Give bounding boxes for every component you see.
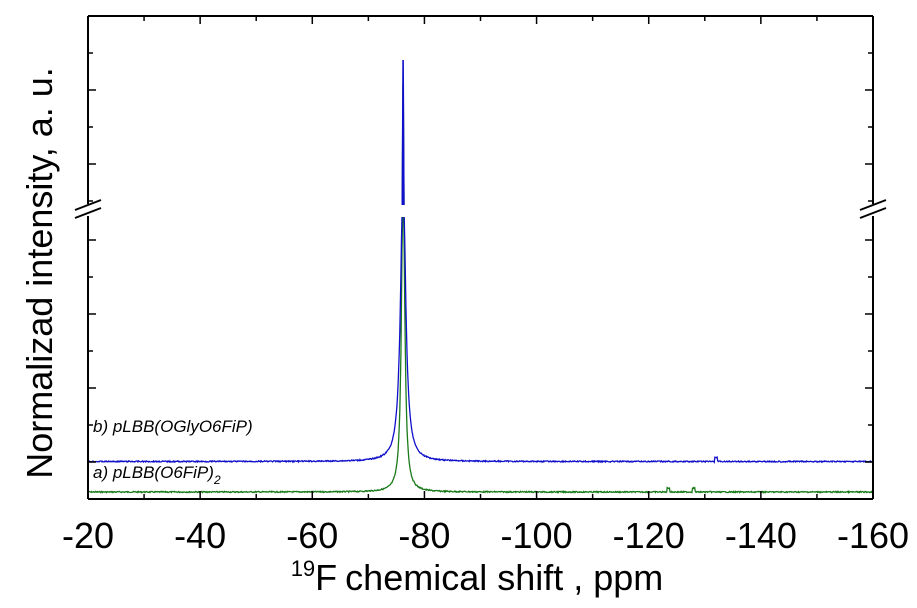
series-label-1: a) pLBB(O6FiP)2 xyxy=(93,463,221,487)
x-tick-label: -100 xyxy=(501,515,573,556)
break-gap xyxy=(90,205,871,217)
ticks-layer xyxy=(87,15,874,500)
series-label-subscript: 2 xyxy=(213,473,221,487)
x-tick-label: -140 xyxy=(725,515,797,556)
x-axis-title: 19F chemical shift , ppm xyxy=(291,556,664,598)
x-tick-label: -20 xyxy=(62,515,114,556)
series-peak-top-2 xyxy=(401,59,405,209)
x-tick-label: -80 xyxy=(398,515,450,556)
x-axis-title-element: F xyxy=(315,557,337,598)
series-label-prefix: a) xyxy=(93,463,113,482)
x-axis-title-text: chemical shift , ppm xyxy=(345,557,663,598)
series-line-2 xyxy=(87,214,874,465)
x-axis-title-superscript: 19 xyxy=(291,556,315,581)
axis-break-mark-right-2 xyxy=(859,207,887,219)
x-tick-label: -60 xyxy=(286,515,338,556)
labels-layer: -20 -40 -60 -80 -100 -120 -140 -160 a) pLBB(O6Fi… xyxy=(62,417,909,556)
series-label-prefix: b) xyxy=(93,417,113,436)
axis-break-mark-left-2 xyxy=(74,207,102,219)
y-axis-title: Normalizad intensity, a. u. xyxy=(19,67,60,479)
x-tick-label: -120 xyxy=(613,515,685,556)
x-tick-label: -40 xyxy=(174,515,226,556)
axis-break-mark-right-1 xyxy=(859,199,887,211)
x-tick-label: -160 xyxy=(837,515,909,556)
series-label-name: pLBB(OGlyO6FiP) xyxy=(112,417,253,436)
series-label-name: pLBB(O6FiP) xyxy=(112,463,214,482)
axis-break-mark-left-1 xyxy=(74,199,102,211)
series-line-1 xyxy=(87,214,874,495)
series-layer xyxy=(87,59,874,495)
series-label-2: b) pLBB(OGlyO6FiP) xyxy=(93,417,253,436)
